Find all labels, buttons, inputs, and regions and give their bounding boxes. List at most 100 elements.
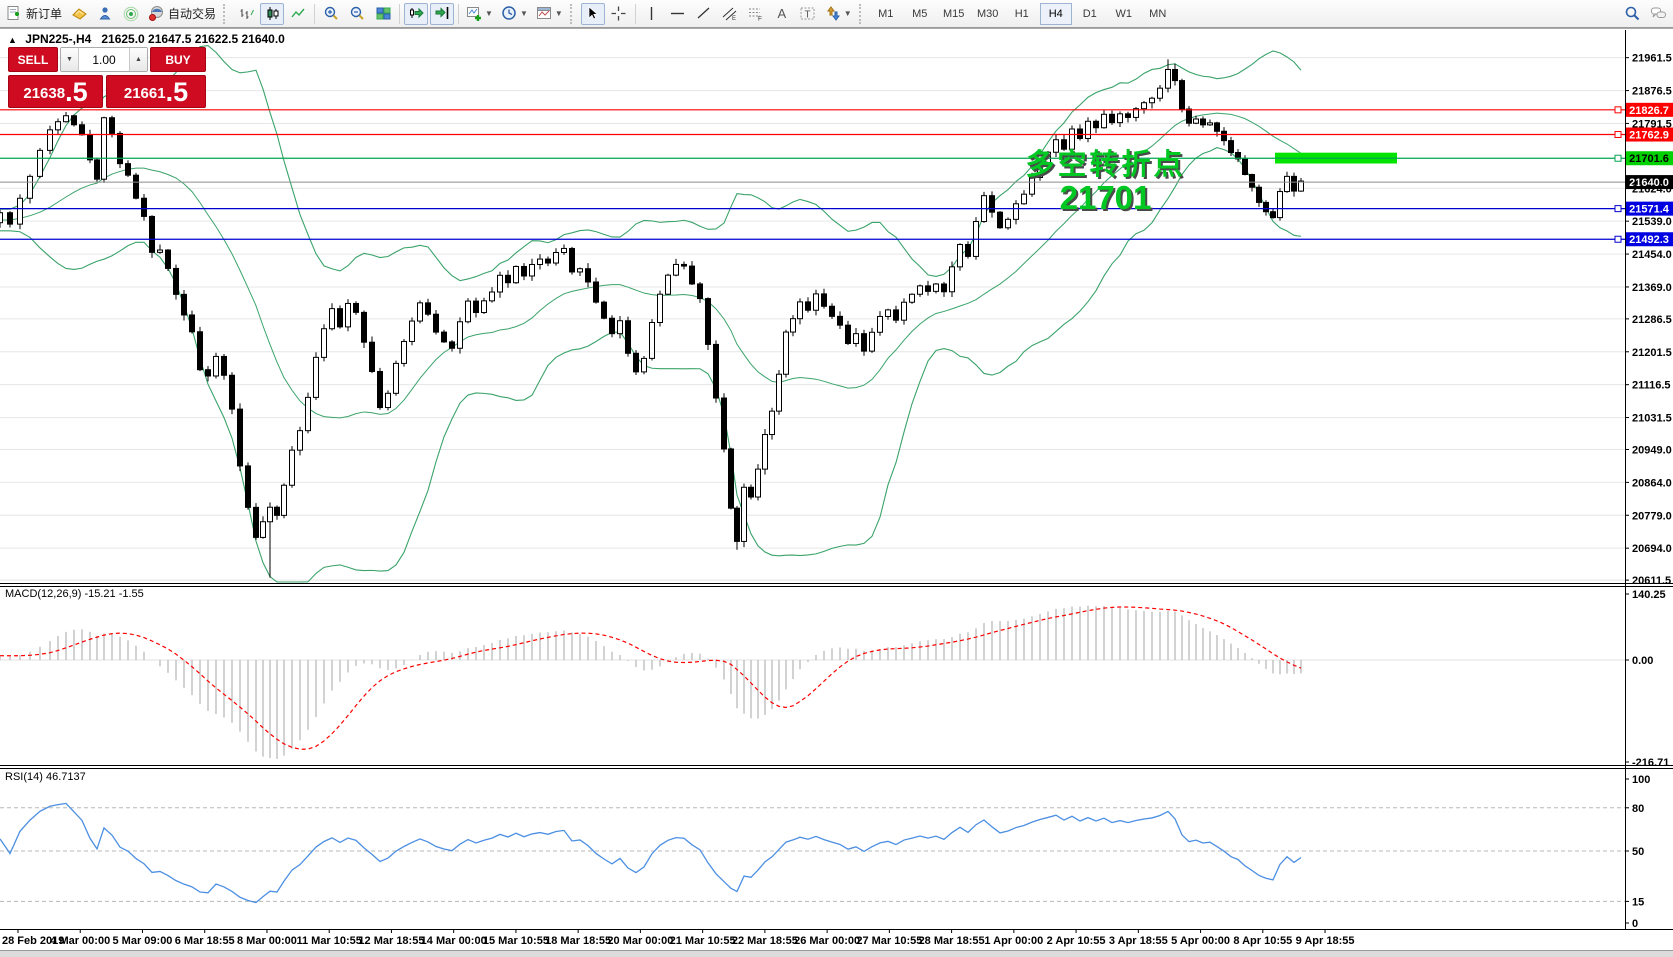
price-tick-label: 21624.0 [1632, 183, 1672, 195]
candle-body [141, 197, 147, 217]
volume-increase-button[interactable]: ▲ [129, 48, 147, 71]
price-tick-label: 20949.0 [1632, 444, 1672, 456]
candle-body [617, 320, 623, 335]
candle-body [1165, 68, 1171, 89]
indicators-button[interactable]: ▼ [463, 3, 496, 25]
equidistant-channel-button[interactable]: E [718, 3, 742, 25]
shapes-button[interactable]: ▼ [822, 3, 855, 25]
crosshair-button[interactable] [607, 3, 631, 25]
candle-body [465, 300, 471, 323]
zoom-out-icon [349, 5, 366, 22]
volume-value[interactable]: 1.00 [92, 52, 116, 67]
price-tick-label: 20611.5 [1632, 575, 1671, 587]
dropdown-caret-icon: ▼ [485, 9, 493, 18]
fibonacci-button[interactable]: F [744, 3, 768, 25]
candle-body [601, 301, 607, 319]
candle-body [165, 249, 171, 269]
candle-body [17, 197, 23, 225]
templates-button[interactable]: ▼ [533, 3, 566, 25]
text-label-button[interactable]: T [796, 3, 820, 25]
candle-body [433, 313, 439, 333]
candle-body [728, 448, 734, 509]
candle-body [755, 468, 761, 498]
timeframe-h1-button[interactable]: H1 [1014, 7, 1029, 20]
chart-line-button[interactable] [286, 3, 310, 25]
candle-body [260, 521, 266, 538]
cursor-button[interactable] [580, 2, 605, 25]
timeframe-m30-button[interactable]: M30 [977, 7, 999, 20]
candle-body [965, 243, 971, 257]
timeframe-mn-button[interactable]: MN [1149, 7, 1167, 20]
template-icon [536, 5, 553, 22]
candle-body [1193, 118, 1199, 124]
candle-body [657, 293, 663, 323]
trendline-button[interactable] [692, 3, 716, 25]
rsi-tick-label: 15 [1632, 896, 1644, 908]
chart-candles-button[interactable] [260, 2, 285, 25]
candle-body [697, 283, 703, 300]
autotrading-label: 自动交易 [168, 7, 217, 21]
candle-body [481, 300, 487, 314]
price-tick-label: 21454.0 [1632, 249, 1672, 261]
candle-body [1101, 113, 1107, 129]
candle-body [449, 341, 455, 349]
candle-body [1069, 128, 1075, 150]
volume-decrease-button[interactable]: ▼ [61, 48, 79, 71]
candle-body [829, 305, 835, 317]
vertical-line-button[interactable] [640, 3, 664, 25]
chart-bars-button[interactable] [234, 3, 258, 25]
price-tick-label: 21116.5 [1632, 380, 1671, 392]
timeframe-m15-button[interactable]: M15 [943, 7, 965, 20]
autotrading-button[interactable]: 自动交易 [145, 3, 219, 25]
timeframe-group: M1 M5 M15 M30 H1 H4 D1 W1 MN [869, 2, 1175, 25]
time-tick-label: 21 Mar 10:55 [670, 935, 736, 947]
line-anchor-square [1614, 106, 1622, 114]
candle-body [673, 263, 679, 276]
candle-body [63, 115, 69, 123]
candle-body [1228, 140, 1234, 154]
autotrading-icon [148, 5, 165, 22]
zoom-in-button[interactable] [319, 3, 343, 25]
quotes-button[interactable] [67, 3, 91, 25]
text-button[interactable]: A [770, 3, 794, 25]
candle-body [189, 314, 195, 333]
sell-price-display[interactable]: 21638 .5 [8, 75, 103, 108]
auto-scroll-button[interactable] [404, 2, 429, 25]
candle-body [267, 506, 273, 523]
signals-button[interactable] [119, 3, 143, 25]
candle-body [748, 486, 754, 498]
bollinger-lower-band [0, 147, 1302, 583]
candle-body [869, 331, 875, 352]
candle-body [457, 321, 463, 349]
zoom-out-button[interactable] [345, 3, 369, 25]
candle-body [489, 291, 495, 302]
candle-body [917, 285, 923, 295]
candle-body [861, 333, 867, 352]
buy-button[interactable]: BUY [150, 47, 206, 72]
candle-body [1221, 130, 1227, 142]
market-button[interactable] [93, 3, 117, 25]
new-order-button[interactable]: 新订单 [3, 3, 65, 25]
candle-body [1109, 113, 1115, 124]
chart-shift-button[interactable] [430, 2, 455, 25]
candle-body [1284, 175, 1290, 193]
time-tick-label: 18 Mar 18:55 [545, 935, 611, 947]
chat-button[interactable] [1646, 3, 1670, 25]
timeframe-w1-button[interactable]: W1 [1115, 7, 1132, 20]
collapse-arrow-icon[interactable]: ▲ [8, 35, 17, 45]
time-tick-label: 5 Mar 09:00 [113, 935, 173, 947]
buy-price-frac: .5 [165, 77, 189, 107]
bollinger-middle-band [0, 112, 1302, 419]
price-chart-canvas[interactable]: 21826.7 21762.9 21701.6 21571.4 21492.3 21640… [0, 28, 1673, 956]
timeframe-m1-button[interactable]: M1 [878, 7, 894, 20]
timeframe-m5-button[interactable]: M5 [912, 7, 928, 20]
sell-button[interactable]: SELL [8, 47, 58, 72]
timeframe-d1-button[interactable]: D1 [1082, 7, 1097, 20]
tile-windows-button[interactable] [371, 3, 395, 25]
buy-price-display[interactable]: 21661 .5 [106, 75, 206, 108]
periods-button[interactable]: ▼ [498, 3, 531, 25]
horizontal-line-button[interactable] [666, 3, 690, 25]
search-button[interactable] [1620, 3, 1644, 25]
timeframe-h4-button[interactable]: H4 [1039, 2, 1072, 25]
time-tick-label: 5 Apr 00:00 [1171, 935, 1230, 947]
